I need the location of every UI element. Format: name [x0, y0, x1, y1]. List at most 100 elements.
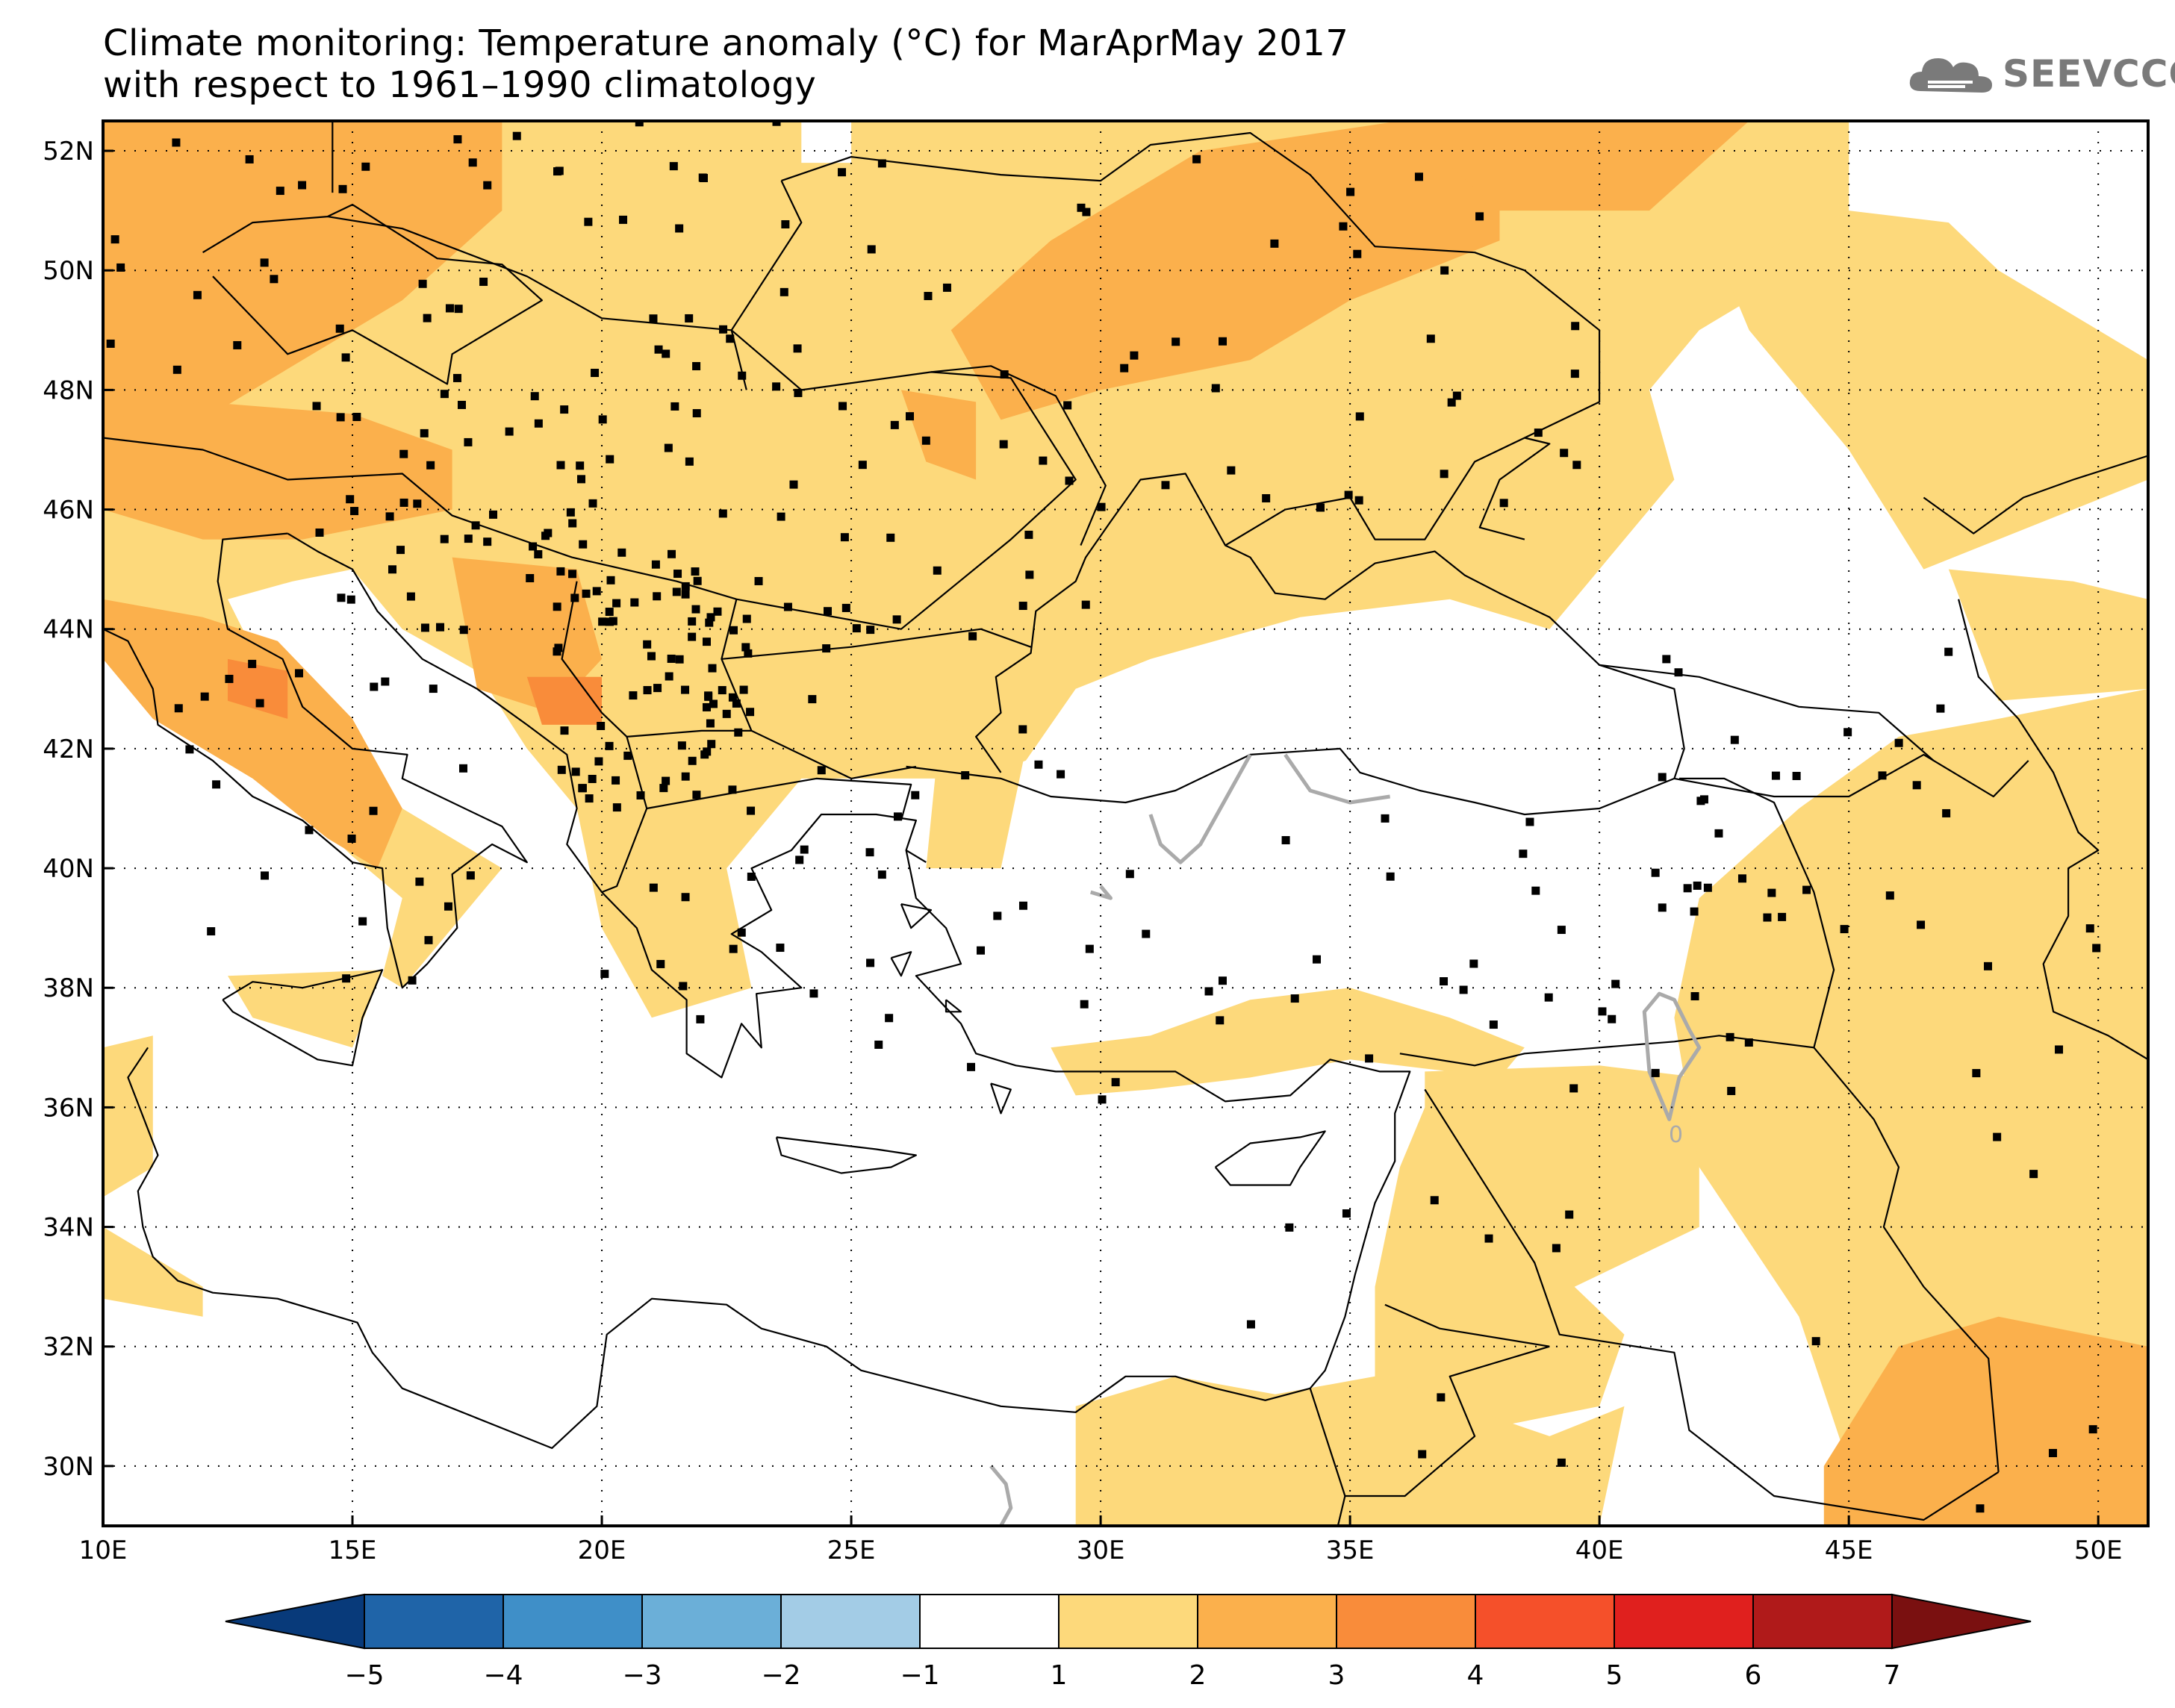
station-marker: [566, 508, 575, 517]
map-frame: [102, 119, 2150, 1527]
station-marker: [342, 974, 351, 983]
x-tick-label: 20E: [578, 1536, 626, 1565]
station-marker: [106, 339, 115, 348]
station-layer: [106, 121, 2101, 1513]
station-marker: [866, 626, 875, 635]
station-marker: [1346, 187, 1355, 196]
station-marker: [459, 626, 468, 635]
coastline: [1399, 777, 1835, 1067]
station-marker: [415, 877, 424, 886]
station-marker: [534, 549, 543, 558]
station-marker: [885, 1014, 894, 1023]
coastline: [730, 180, 803, 390]
station-marker: [1683, 884, 1692, 893]
colorbar-segment: [1614, 1594, 1754, 1649]
station-marker: [1802, 885, 1811, 894]
anomaly-area-1-2: [1948, 569, 2148, 701]
station-marker: [612, 599, 621, 608]
station-marker: [418, 279, 427, 288]
anomaly-area-1-2: [103, 1035, 153, 1197]
station-marker: [1726, 1032, 1734, 1041]
station-marker: [838, 402, 847, 411]
station-marker: [1771, 771, 1780, 780]
station-marker: [691, 567, 700, 576]
station-marker: [841, 603, 850, 612]
station-marker: [1290, 994, 1299, 1003]
station-marker: [877, 870, 886, 879]
station-marker: [1161, 481, 1170, 490]
coastline: [1384, 1303, 1550, 1347]
station-marker: [1342, 1209, 1351, 1218]
axis-ticks: 10E 15E 20E 25E 30E 35E 40E 45E 50E 30N 32N 34N 36N 3…: [43, 137, 2122, 1565]
station-marker: [688, 617, 697, 626]
station-marker: [1097, 502, 1106, 511]
station-marker: [1569, 1084, 1578, 1093]
station-marker: [747, 806, 756, 815]
station-marker: [654, 345, 663, 354]
station-marker: [1878, 771, 1887, 780]
x-tick-label: 45E: [1825, 1536, 1873, 1565]
station-marker: [1216, 1016, 1225, 1025]
coastline: [103, 532, 528, 989]
station-marker: [1018, 602, 1027, 611]
station-marker: [795, 855, 804, 864]
station-marker: [1475, 212, 1484, 221]
station-marker: [350, 507, 359, 516]
station-marker: [656, 959, 665, 968]
station-marker: [1525, 817, 1534, 826]
station-marker: [248, 659, 257, 668]
station-marker: [1942, 808, 1951, 817]
station-marker: [388, 565, 397, 574]
station-marker: [1063, 401, 1072, 410]
station-marker: [1381, 814, 1390, 823]
station-marker: [2029, 1170, 2038, 1179]
station-marker: [408, 976, 417, 985]
station-marker: [605, 608, 614, 617]
station-marker: [385, 512, 394, 521]
station-marker: [1565, 1210, 1574, 1219]
anomaly-area-1-2: [1051, 988, 1525, 1096]
station-marker: [706, 613, 715, 622]
station-marker: [594, 757, 603, 766]
station-marker: [1452, 391, 1461, 400]
station-marker: [1976, 1504, 1985, 1513]
station-marker: [1459, 985, 1468, 994]
station-marker: [1386, 872, 1395, 881]
station-marker: [718, 686, 726, 695]
station-marker: [617, 548, 626, 557]
station-marker: [809, 989, 818, 998]
station-marker: [556, 461, 565, 470]
station-marker: [1426, 334, 1435, 343]
colorbar-extend-low: [225, 1593, 365, 1650]
station-marker: [466, 871, 475, 880]
station-marker: [1469, 959, 1478, 968]
station-marker: [734, 728, 743, 737]
gridlines: [103, 121, 2148, 1526]
station-marker: [1440, 977, 1449, 986]
station-marker: [1484, 1234, 1493, 1243]
station-marker: [659, 784, 668, 793]
zero-contour: [1283, 753, 1390, 805]
station-marker: [704, 691, 713, 700]
colorbar-segment: [919, 1594, 1060, 1649]
station-marker: [1440, 266, 1449, 275]
station-marker: [557, 765, 566, 774]
station-marker: [1519, 850, 1528, 858]
station-marker: [294, 669, 303, 678]
station-marker: [370, 682, 379, 691]
coastline: [1923, 455, 2148, 534]
station-marker: [212, 780, 221, 789]
station-marker: [172, 365, 181, 374]
station-marker: [483, 537, 492, 546]
station-marker: [483, 181, 492, 190]
station-marker: [681, 893, 690, 902]
station-marker: [739, 685, 748, 694]
colorbar-label: 7: [1884, 1660, 1901, 1691]
station-marker: [921, 436, 930, 445]
station-marker: [336, 413, 345, 422]
station-marker: [381, 677, 390, 686]
station-marker: [584, 217, 593, 226]
station-marker: [1430, 1196, 1439, 1205]
station-marker: [1142, 929, 1151, 938]
station-marker: [261, 871, 270, 880]
